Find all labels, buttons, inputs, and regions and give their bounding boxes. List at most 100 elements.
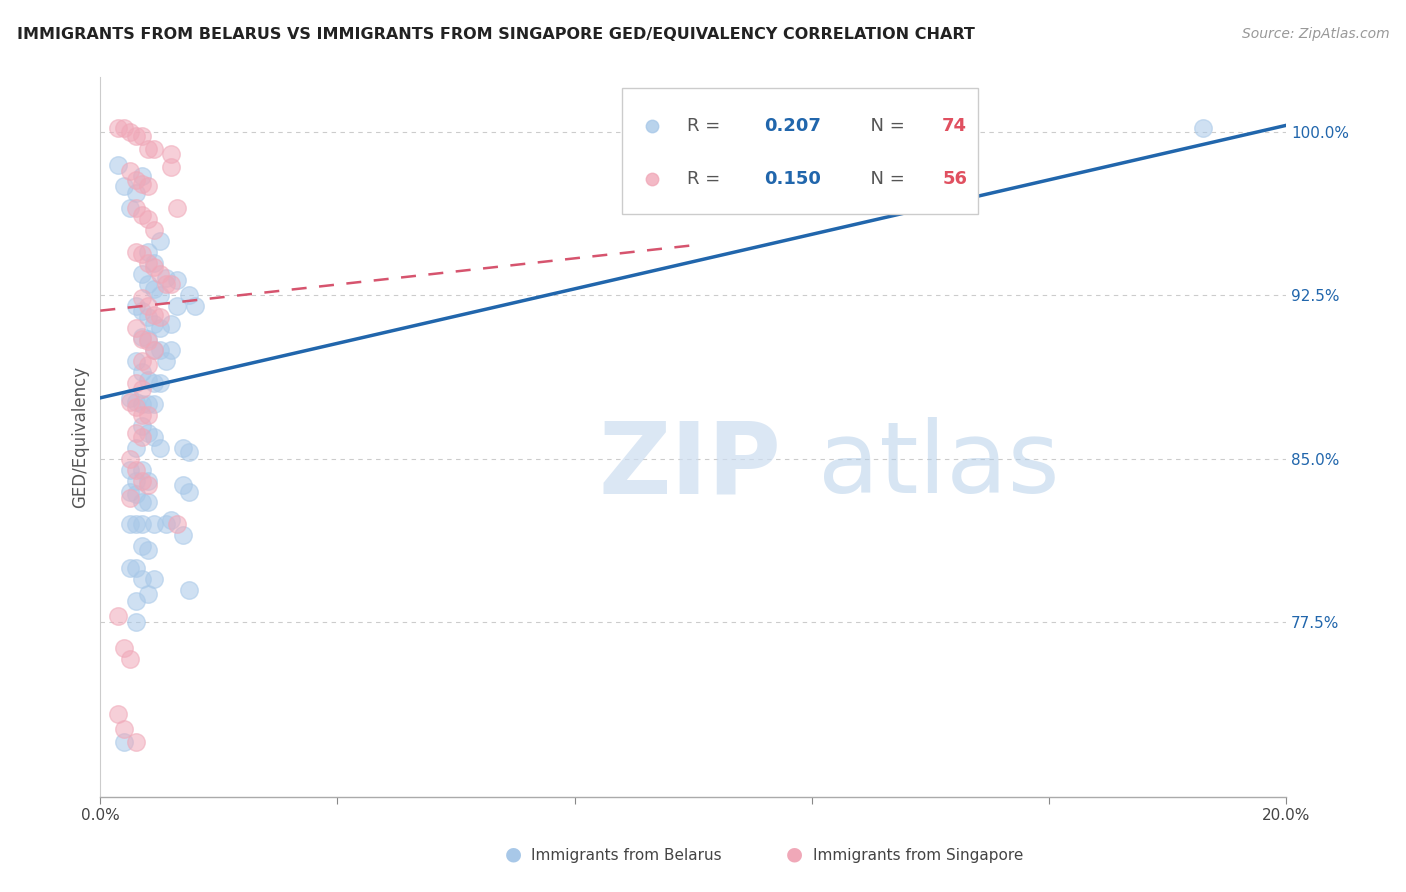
Text: 0.207: 0.207 <box>765 117 821 135</box>
Point <box>155 277 177 292</box>
Point <box>142 308 165 322</box>
Point <box>131 291 153 305</box>
Point <box>149 441 172 455</box>
Point <box>142 430 165 444</box>
Point <box>131 365 153 379</box>
Point <box>125 129 148 144</box>
Point <box>136 142 159 156</box>
Point <box>118 391 141 405</box>
Point <box>131 129 153 144</box>
Point <box>125 593 148 607</box>
Point <box>142 517 165 532</box>
Point <box>131 382 153 396</box>
Text: 0.150: 0.150 <box>765 169 821 188</box>
Point <box>125 561 148 575</box>
Point <box>118 201 141 215</box>
Point <box>136 334 159 348</box>
Point <box>107 120 129 135</box>
Text: ZIP: ZIP <box>599 417 782 515</box>
Point <box>136 474 159 488</box>
Point <box>136 244 159 259</box>
Point <box>136 277 159 292</box>
Text: ●: ● <box>786 845 803 863</box>
Point <box>142 317 165 331</box>
Point <box>112 179 135 194</box>
Point <box>131 247 153 261</box>
Point <box>136 587 159 601</box>
Text: IMMIGRANTS FROM BELARUS VS IMMIGRANTS FROM SINGAPORE GED/EQUIVALENCY CORRELATION: IMMIGRANTS FROM BELARUS VS IMMIGRANTS FR… <box>17 27 974 42</box>
Point <box>142 142 165 156</box>
Point <box>131 495 153 509</box>
Point <box>131 330 153 344</box>
Point <box>142 282 165 296</box>
Point <box>149 343 172 357</box>
Point <box>142 397 165 411</box>
Point <box>125 321 148 335</box>
Point <box>149 310 172 325</box>
Point <box>136 397 159 411</box>
Point <box>118 395 141 409</box>
Point <box>125 615 148 630</box>
Point <box>136 256 159 270</box>
Point <box>131 353 153 368</box>
Point <box>125 244 148 259</box>
Point <box>166 299 188 313</box>
Text: Immigrants from Singapore: Immigrants from Singapore <box>813 848 1024 863</box>
Point <box>131 332 153 346</box>
Point <box>166 273 188 287</box>
Point <box>125 201 148 215</box>
Point <box>136 332 159 346</box>
Point <box>131 409 153 423</box>
Point <box>112 641 135 656</box>
Point <box>118 463 141 477</box>
Point <box>142 343 165 357</box>
Point <box>149 267 172 281</box>
Point <box>160 317 183 331</box>
Point <box>172 528 194 542</box>
Point <box>131 572 153 586</box>
Point <box>136 358 159 372</box>
Point <box>142 223 165 237</box>
Y-axis label: GED/Equivalency: GED/Equivalency <box>72 366 89 508</box>
Point <box>118 484 141 499</box>
Point <box>118 652 141 666</box>
Point <box>125 353 148 368</box>
Point <box>155 353 177 368</box>
FancyBboxPatch shape <box>621 88 977 214</box>
Point <box>107 158 129 172</box>
Point <box>125 395 148 409</box>
Point <box>136 373 159 387</box>
Point <box>136 299 159 313</box>
Point <box>160 343 183 357</box>
Point <box>142 376 165 390</box>
Point <box>179 445 201 459</box>
Text: 74: 74 <box>942 117 967 135</box>
Point <box>149 234 172 248</box>
Point <box>107 706 129 721</box>
Point <box>125 474 148 488</box>
Point <box>149 321 172 335</box>
Point <box>166 517 188 532</box>
Point <box>125 299 148 313</box>
Point <box>142 256 165 270</box>
Point <box>131 539 153 553</box>
Point <box>131 463 153 477</box>
Point <box>166 201 188 215</box>
Point <box>118 491 141 505</box>
Point <box>125 376 148 390</box>
Text: Immigrants from Belarus: Immigrants from Belarus <box>531 848 723 863</box>
Text: R =: R = <box>688 117 727 135</box>
Point <box>131 169 153 183</box>
Point <box>155 517 177 532</box>
Point <box>125 186 148 200</box>
Text: atlas: atlas <box>818 417 1059 515</box>
Point <box>131 419 153 434</box>
Point <box>118 451 141 466</box>
Point <box>136 478 159 492</box>
Point <box>118 517 141 532</box>
Point <box>160 146 183 161</box>
Point <box>112 735 135 749</box>
Text: ●: ● <box>505 845 522 863</box>
Point <box>118 125 141 139</box>
Point <box>142 343 165 357</box>
